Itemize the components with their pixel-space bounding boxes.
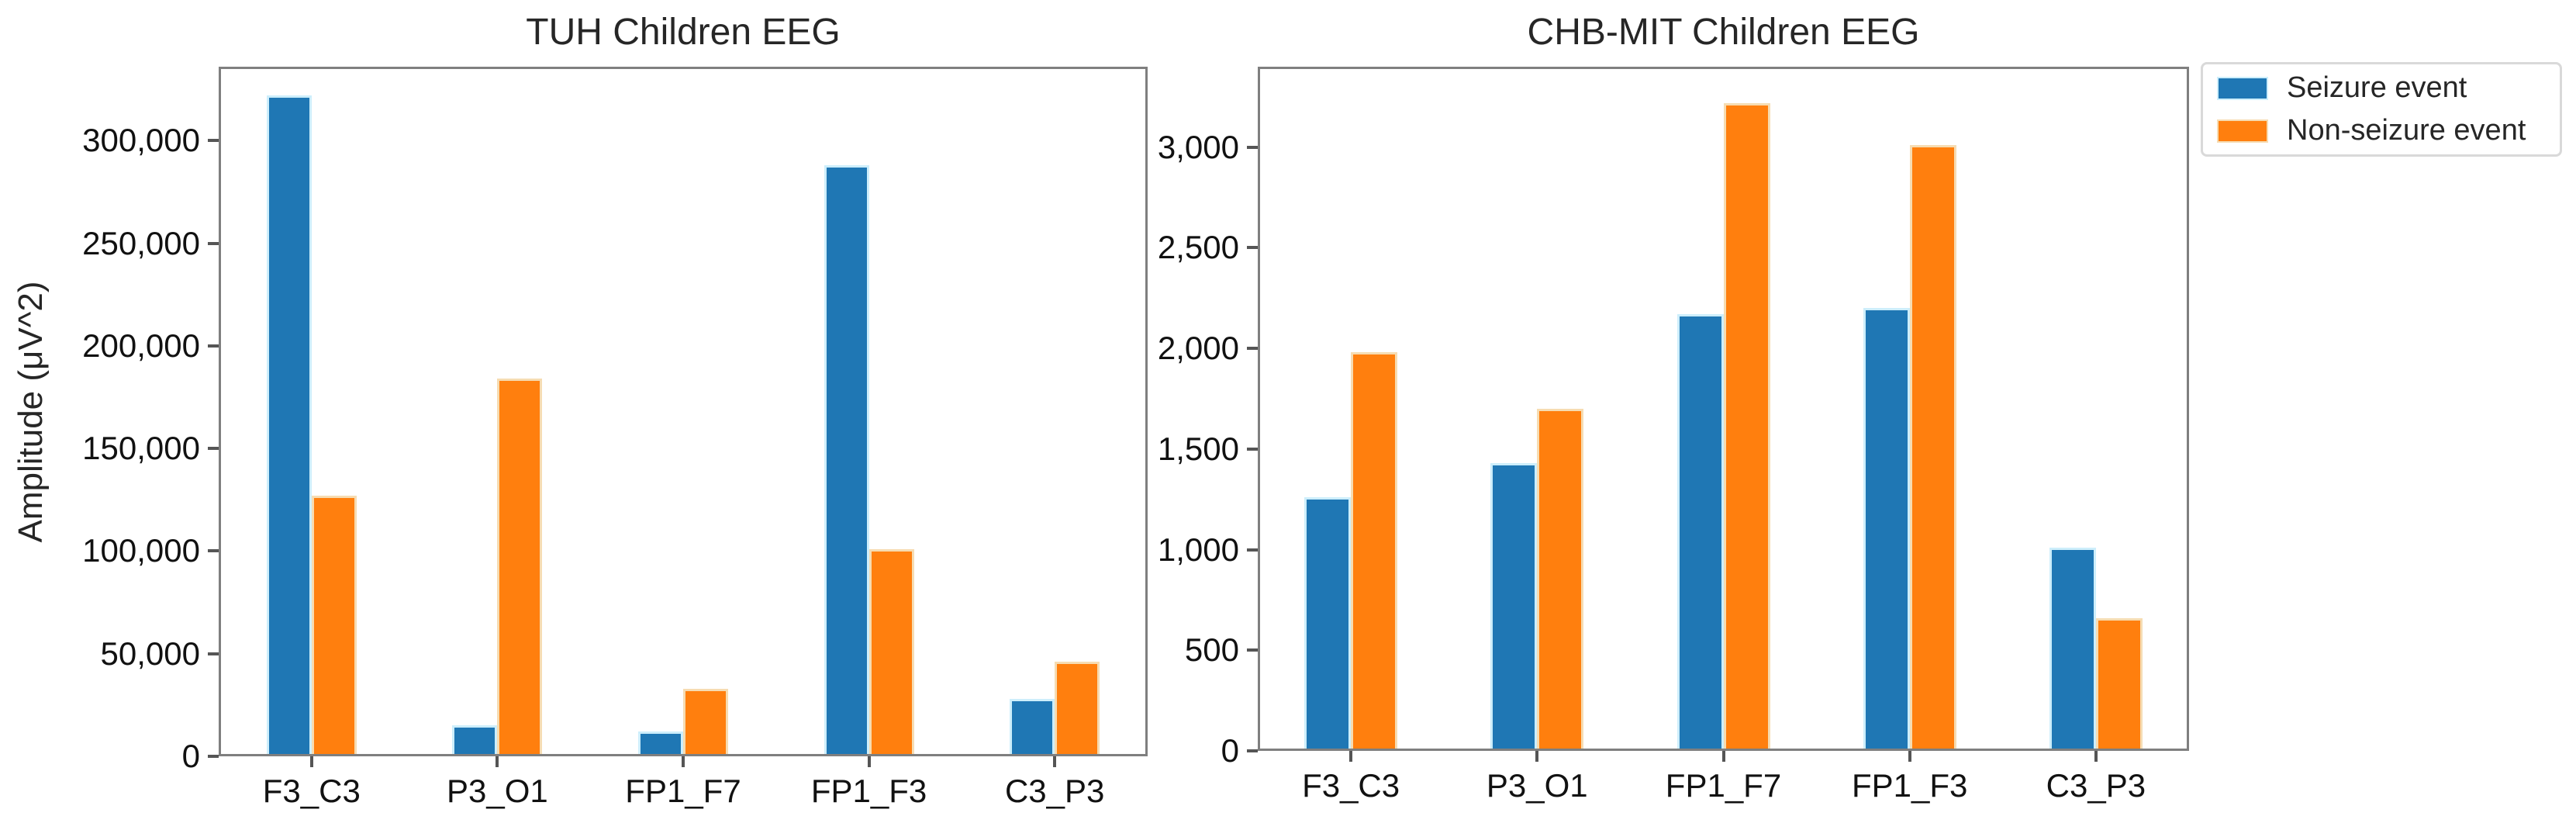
- y-tick-mark: [1247, 447, 1258, 451]
- chbmit-chart-title: CHB-MIT Children EEG: [1527, 12, 1920, 53]
- x-tick-mark: [1908, 751, 1911, 762]
- x-tick-label: P3_O1: [1486, 767, 1588, 804]
- bar-non-seizure-event: [311, 495, 357, 754]
- x-tick-label: FP1_F3: [810, 773, 927, 809]
- x-tick-label: C3_P3: [1004, 773, 1105, 809]
- y-tick-mark: [1247, 648, 1258, 652]
- bar-non-seizure-event: [497, 379, 543, 754]
- x-tick-mark: [682, 756, 685, 767]
- y-tick-mark: [1247, 145, 1258, 149]
- y-tick-label: 50,000: [100, 635, 200, 672]
- bar-non-seizure-event: [1055, 662, 1100, 754]
- x-tick-label: FP1_F7: [1665, 767, 1782, 804]
- y-tick-mark: [208, 344, 219, 348]
- bar-seizure-event: [824, 165, 869, 754]
- bar-non-seizure-event: [1351, 352, 1398, 749]
- y-tick-label: 150,000: [82, 430, 200, 467]
- y-tick-label: 0: [181, 738, 200, 774]
- legend-item-seizure: Seizure event: [2217, 71, 2546, 105]
- tuh-chart-title: TUH Children EEG: [526, 12, 841, 53]
- y-tick-label: 500: [1184, 631, 1239, 669]
- x-tick-label: FP1_F7: [625, 773, 741, 809]
- y-tick-label: 250,000: [82, 224, 200, 261]
- bar-non-seizure-event: [2095, 617, 2143, 749]
- x-tick-mark: [309, 756, 313, 767]
- x-tick-label: F3_C3: [262, 773, 361, 809]
- bar-non-seizure-event: [1723, 102, 1770, 749]
- bar-seizure-event: [452, 725, 498, 754]
- seizure-swatch-icon: [2217, 76, 2268, 100]
- y-tick-mark: [1247, 246, 1258, 250]
- x-tick-label: FP1_F3: [1851, 767, 1968, 804]
- bar-seizure-event: [2049, 547, 2096, 749]
- y-axis-label: Amplitude (μV^2): [12, 280, 50, 543]
- x-tick-mark: [2094, 751, 2098, 762]
- x-tick-label: F3_C3: [1302, 767, 1400, 804]
- legend-label-non-seizure: Non-seizure event: [2287, 114, 2526, 147]
- x-tick-mark: [1053, 756, 1057, 767]
- y-tick-label: 3,000: [1157, 128, 1239, 165]
- y-tick-mark: [208, 652, 219, 655]
- bar-non-seizure-event: [868, 548, 914, 754]
- bar-seizure-event: [638, 731, 683, 754]
- x-tick-mark: [1349, 751, 1353, 762]
- bar-non-seizure-event: [683, 688, 728, 754]
- x-tick-mark: [1721, 751, 1725, 762]
- bar-non-seizure-event: [1909, 145, 1956, 749]
- bar-seizure-event: [266, 95, 312, 754]
- y-tick-mark: [208, 241, 219, 245]
- y-tick-mark: [208, 755, 219, 758]
- bar-seizure-event: [1010, 698, 1055, 754]
- bar-non-seizure-event: [1537, 409, 1584, 749]
- y-tick-label: 0: [1221, 732, 1239, 769]
- bar-seizure-event: [1676, 314, 1724, 749]
- legend-label-seizure: Seizure event: [2287, 71, 2467, 104]
- y-tick-mark: [1247, 548, 1258, 552]
- x-tick-mark: [496, 756, 499, 767]
- tuh-plot-area: [219, 67, 1148, 756]
- y-tick-label: 300,000: [82, 122, 200, 159]
- x-tick-mark: [1535, 751, 1539, 762]
- y-tick-label: 200,000: [82, 327, 200, 364]
- y-tick-label: 2,500: [1157, 229, 1239, 266]
- y-tick-label: 1,000: [1157, 531, 1239, 568]
- legend-item-non-seizure: Non-seizure event: [2217, 114, 2546, 147]
- x-tick-label: C3_P3: [2046, 767, 2146, 804]
- y-tick-mark: [208, 447, 219, 451]
- legend: Seizure event Non-seizure event: [2201, 62, 2562, 157]
- bar-seizure-event: [1863, 308, 1910, 749]
- y-tick-label: 1,500: [1157, 430, 1239, 467]
- bar-seizure-event: [1490, 463, 1538, 749]
- bar-seizure-event: [1304, 497, 1352, 749]
- y-tick-mark: [208, 139, 219, 143]
- x-tick-mark: [867, 756, 871, 767]
- y-tick-mark: [208, 549, 219, 553]
- y-tick-mark: [1247, 749, 1258, 752]
- x-tick-label: P3_O1: [447, 773, 548, 809]
- y-tick-label: 100,000: [82, 532, 200, 569]
- non-seizure-swatch-icon: [2217, 119, 2268, 143]
- y-tick-label: 2,000: [1157, 330, 1239, 367]
- y-tick-mark: [1247, 347, 1258, 351]
